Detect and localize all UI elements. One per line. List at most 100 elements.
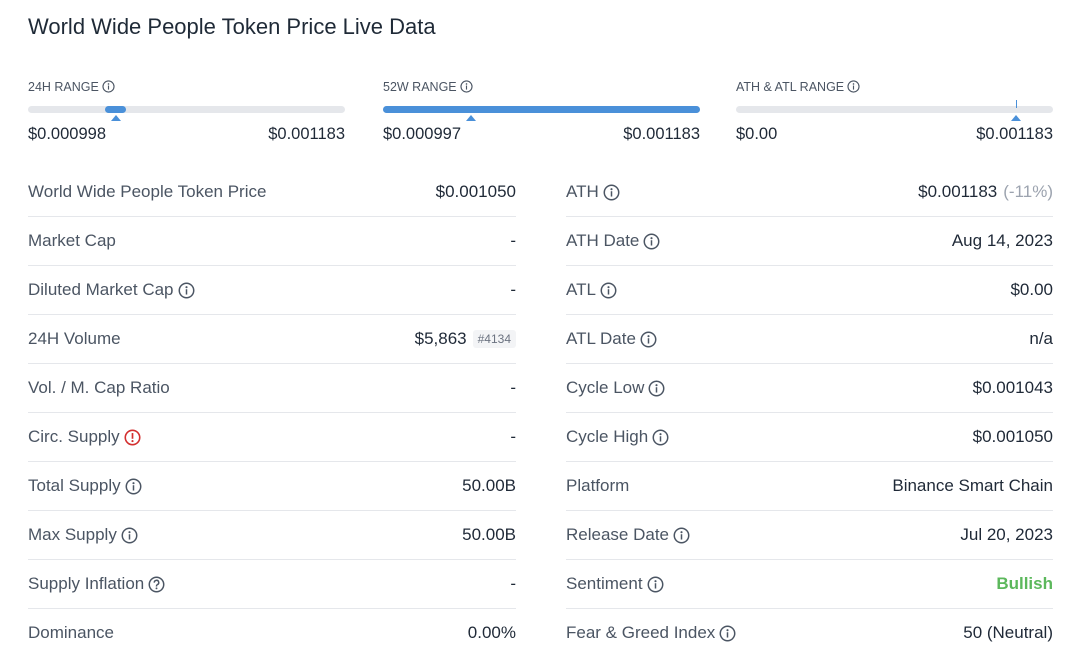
range-label: 24H RANGE bbox=[28, 78, 345, 95]
info-icon[interactable] bbox=[647, 576, 664, 593]
stat-label-wrap: Release Date bbox=[566, 525, 690, 545]
range-high: $0.001183 bbox=[623, 125, 700, 143]
stat-label: Market Cap bbox=[28, 231, 116, 250]
range-track bbox=[736, 100, 1053, 121]
stat-label-wrap: Cycle Low bbox=[566, 378, 665, 398]
stat-row: Max Supply 50.00B bbox=[28, 511, 516, 560]
stat-value-wrap: $5,863 #4134 bbox=[415, 329, 516, 349]
stat-row: Cycle Low $0.001043 bbox=[566, 364, 1053, 413]
stat-value: - bbox=[510, 574, 516, 593]
stat-label: Fear & Greed Index bbox=[566, 623, 716, 642]
stat-label: Cycle Low bbox=[566, 378, 645, 397]
stat-value: $0.00 bbox=[1010, 280, 1053, 299]
range-high: $0.001183 bbox=[976, 125, 1053, 143]
stat-value: - bbox=[510, 280, 516, 299]
stat-row: ATH $0.001183 (-11%) bbox=[566, 168, 1053, 217]
stat-label-wrap: Fear & Greed Index bbox=[566, 623, 736, 643]
range-fill bbox=[383, 106, 700, 113]
range-label-text: ATH & ATL RANGE bbox=[736, 79, 845, 94]
stat-value: 50.00B bbox=[462, 525, 516, 544]
stat-row: Cycle High $0.001050 bbox=[566, 413, 1053, 462]
left-stats: World Wide People Token Price $0.001050 M… bbox=[28, 168, 516, 657]
info-icon[interactable] bbox=[102, 80, 115, 93]
range-low: $0.00 bbox=[736, 125, 778, 143]
stat-label-wrap: Circ. Supply bbox=[28, 427, 141, 447]
info-icon[interactable] bbox=[178, 282, 195, 299]
info-icon[interactable] bbox=[648, 380, 665, 397]
stat-label: Release Date bbox=[566, 525, 670, 544]
info-icon[interactable] bbox=[603, 184, 620, 201]
right-stats: ATH $0.001183 (-11%) ATH Date Aug 14, 2023 … bbox=[566, 168, 1053, 657]
range-24h: 24H RANGE $0.000998 $0.001183 bbox=[28, 78, 345, 144]
sentiment-value: Bullish bbox=[996, 574, 1053, 593]
range-fill bbox=[105, 106, 126, 113]
range-marker bbox=[111, 115, 121, 121]
stat-label-wrap: Max Supply bbox=[28, 525, 138, 545]
stat-label: Vol. / M. Cap Ratio bbox=[28, 378, 170, 397]
stat-label-wrap: Cycle High bbox=[566, 427, 669, 447]
stat-row: Total Supply 50.00B bbox=[28, 462, 516, 511]
stat-value: 50 (Neutral) bbox=[963, 623, 1053, 642]
stat-row: ATH Date Aug 14, 2023 bbox=[566, 217, 1053, 266]
info-icon[interactable] bbox=[643, 233, 660, 250]
stat-value: $0.001050 bbox=[972, 427, 1053, 446]
stat-label: Cycle High bbox=[566, 427, 649, 446]
range-label: ATH & ATL RANGE bbox=[736, 78, 1053, 95]
stat-label: Max Supply bbox=[28, 525, 117, 544]
stat-label: Sentiment bbox=[566, 574, 643, 593]
stat-label-wrap: Diluted Market Cap bbox=[28, 280, 195, 300]
stat-row: ATL $0.00 bbox=[566, 266, 1053, 315]
help-icon[interactable] bbox=[148, 576, 165, 593]
range-track bbox=[383, 106, 700, 121]
info-icon[interactable] bbox=[600, 282, 617, 299]
stat-row: Sentiment Bullish bbox=[566, 560, 1053, 609]
stat-label: ATH Date bbox=[566, 231, 640, 250]
stat-value: - bbox=[510, 231, 516, 250]
stat-value: 0.00% bbox=[467, 623, 516, 642]
info-icon[interactable] bbox=[121, 527, 138, 544]
stat-row: ATL Date n/a bbox=[566, 315, 1053, 364]
stat-row: Market Cap - bbox=[28, 217, 516, 266]
stat-label: Supply Inflation bbox=[28, 574, 145, 593]
range-52w: 52W RANGE $0.000997 $0.001183 bbox=[383, 78, 700, 144]
stat-label-wrap: ATL Date bbox=[566, 329, 657, 349]
range-label: 52W RANGE bbox=[383, 78, 700, 95]
stat-value: $0.001183 bbox=[918, 182, 998, 201]
stat-label: Diluted Market Cap bbox=[28, 280, 174, 299]
stat-label: ATL Date bbox=[566, 329, 636, 348]
stat-label: Platform bbox=[566, 476, 630, 495]
stat-label: Dominance bbox=[28, 623, 114, 642]
stat-label: Total Supply bbox=[28, 476, 121, 495]
info-icon[interactable] bbox=[847, 80, 860, 93]
stat-label-wrap: Supply Inflation bbox=[28, 574, 165, 594]
info-icon[interactable] bbox=[673, 527, 690, 544]
stat-label-wrap: ATL bbox=[566, 280, 617, 300]
stat-value: $0.001043 bbox=[972, 378, 1053, 397]
stat-row: 24H Volume $5,863 #4134 bbox=[28, 315, 516, 364]
stat-value: Binance Smart Chain bbox=[892, 476, 1053, 495]
range-marker bbox=[1011, 115, 1021, 121]
stat-label-wrap: Sentiment bbox=[566, 574, 664, 594]
stat-row: Vol. / M. Cap Ratio - bbox=[28, 364, 516, 413]
info-icon[interactable] bbox=[460, 80, 473, 93]
stat-label: Circ. Supply bbox=[28, 427, 120, 446]
stat-value: - bbox=[510, 427, 516, 446]
stat-value: - bbox=[510, 378, 516, 397]
range-low: $0.000998 bbox=[28, 125, 106, 143]
stat-row: Circ. Supply - bbox=[28, 413, 516, 462]
info-icon[interactable] bbox=[640, 331, 657, 348]
stat-label: World Wide People Token Price bbox=[28, 182, 267, 201]
stat-row: Fear & Greed Index 50 (Neutral) bbox=[566, 609, 1053, 657]
range-ath-atl: ATH & ATL RANGE $0.00 $0.001183 bbox=[736, 78, 1053, 144]
info-icon[interactable] bbox=[652, 429, 669, 446]
stat-row: Release Date Jul 20, 2023 bbox=[566, 511, 1053, 560]
change-percent: (-11%) bbox=[1003, 182, 1053, 201]
alert-icon[interactable] bbox=[124, 429, 141, 446]
info-icon[interactable] bbox=[125, 478, 142, 495]
stat-label-wrap: ATH bbox=[566, 182, 620, 202]
stat-row: World Wide People Token Price $0.001050 bbox=[28, 168, 516, 217]
stat-label: ATH bbox=[566, 182, 599, 201]
info-icon[interactable] bbox=[719, 625, 736, 642]
stat-row: Dominance 0.00% bbox=[28, 609, 516, 657]
